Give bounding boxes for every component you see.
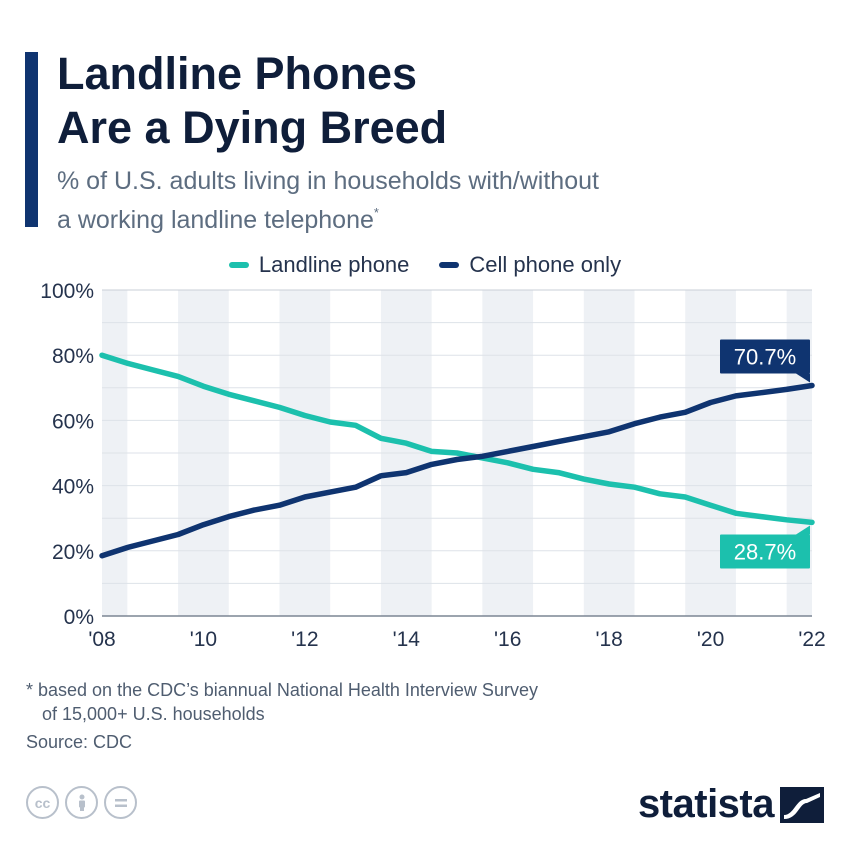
legend-swatch-landline [228,262,249,268]
creative-commons-icon[interactable]: cc [26,786,59,819]
title-line-2: Are a Dying Breed [57,102,448,153]
legend-item-landline: Landline phone [228,252,410,278]
statista-brand[interactable]: statista [638,782,824,827]
y-tick-label-20: 20% [52,541,94,564]
y-tick-label-60: 60% [52,410,94,433]
page-title: Landline Phones Are a Dying Breed [57,47,447,155]
no-derivatives-icon[interactable] [104,786,137,819]
footnote: * based on the CDC’s biannual National H… [26,678,538,726]
brand-name: statista [637,782,775,826]
x-tick-label-18: '18 [595,628,622,651]
x-tick-label-16: '16 [494,628,521,651]
title-accent-bar [25,52,38,227]
y-tick-label-40: 40% [52,476,94,499]
line-chart: 0% 20% 40% 60% 80% 100% '08 '10 '12 '14 '16 '18 '20 '… [40,280,825,651]
end-label-landline: 28.7% [734,539,796,564]
x-tick-label-10: '10 [190,628,217,651]
y-tick-label-100: 100% [40,280,94,303]
footnote-line-1: * based on the CDC’s biannual National H… [26,680,538,700]
x-tick-label-20: '20 [697,628,724,651]
legend-item-cell: Cell phone only [439,252,621,278]
statista-logo-icon [780,786,824,823]
footnote-line-2: of 15,000+ U.S. households [42,704,265,724]
x-tick-label-08: '08 [88,628,115,651]
chart-legend: Landline phone Cell phone only [0,250,850,280]
source-text: Source: CDC [26,732,133,752]
subtitle-line-1: % of U.S. adults living in households wi… [57,167,599,195]
legend-label-cell: Cell phone only [469,252,622,277]
x-tick-label-12: '12 [291,628,318,651]
end-label-pointer-cell [796,373,810,383]
subtitle-footnote-mark: * [373,205,379,220]
end-label-box-cell [720,339,810,374]
end-label-cell: 70.7% [734,345,796,370]
page-subtitle: % of U.S. adults living in households wi… [57,166,757,236]
legend-swatch-cell [439,262,460,268]
y-tick-label-0: 0% [64,606,94,629]
y-tick-label-80: 80% [52,345,94,368]
subtitle-line-2: a working landline telephone [57,206,374,234]
end-label-pointer-landline [796,525,810,535]
license-icons: cc [26,786,137,819]
attribution-icon[interactable] [65,786,98,819]
title-line-1: Landline Phones [57,48,418,99]
x-tick-label-14: '14 [393,628,421,651]
x-tick-label-22: '22 [798,628,825,651]
end-label-box-landline [720,534,810,569]
legend-label-landline: Landline phone [258,252,410,277]
